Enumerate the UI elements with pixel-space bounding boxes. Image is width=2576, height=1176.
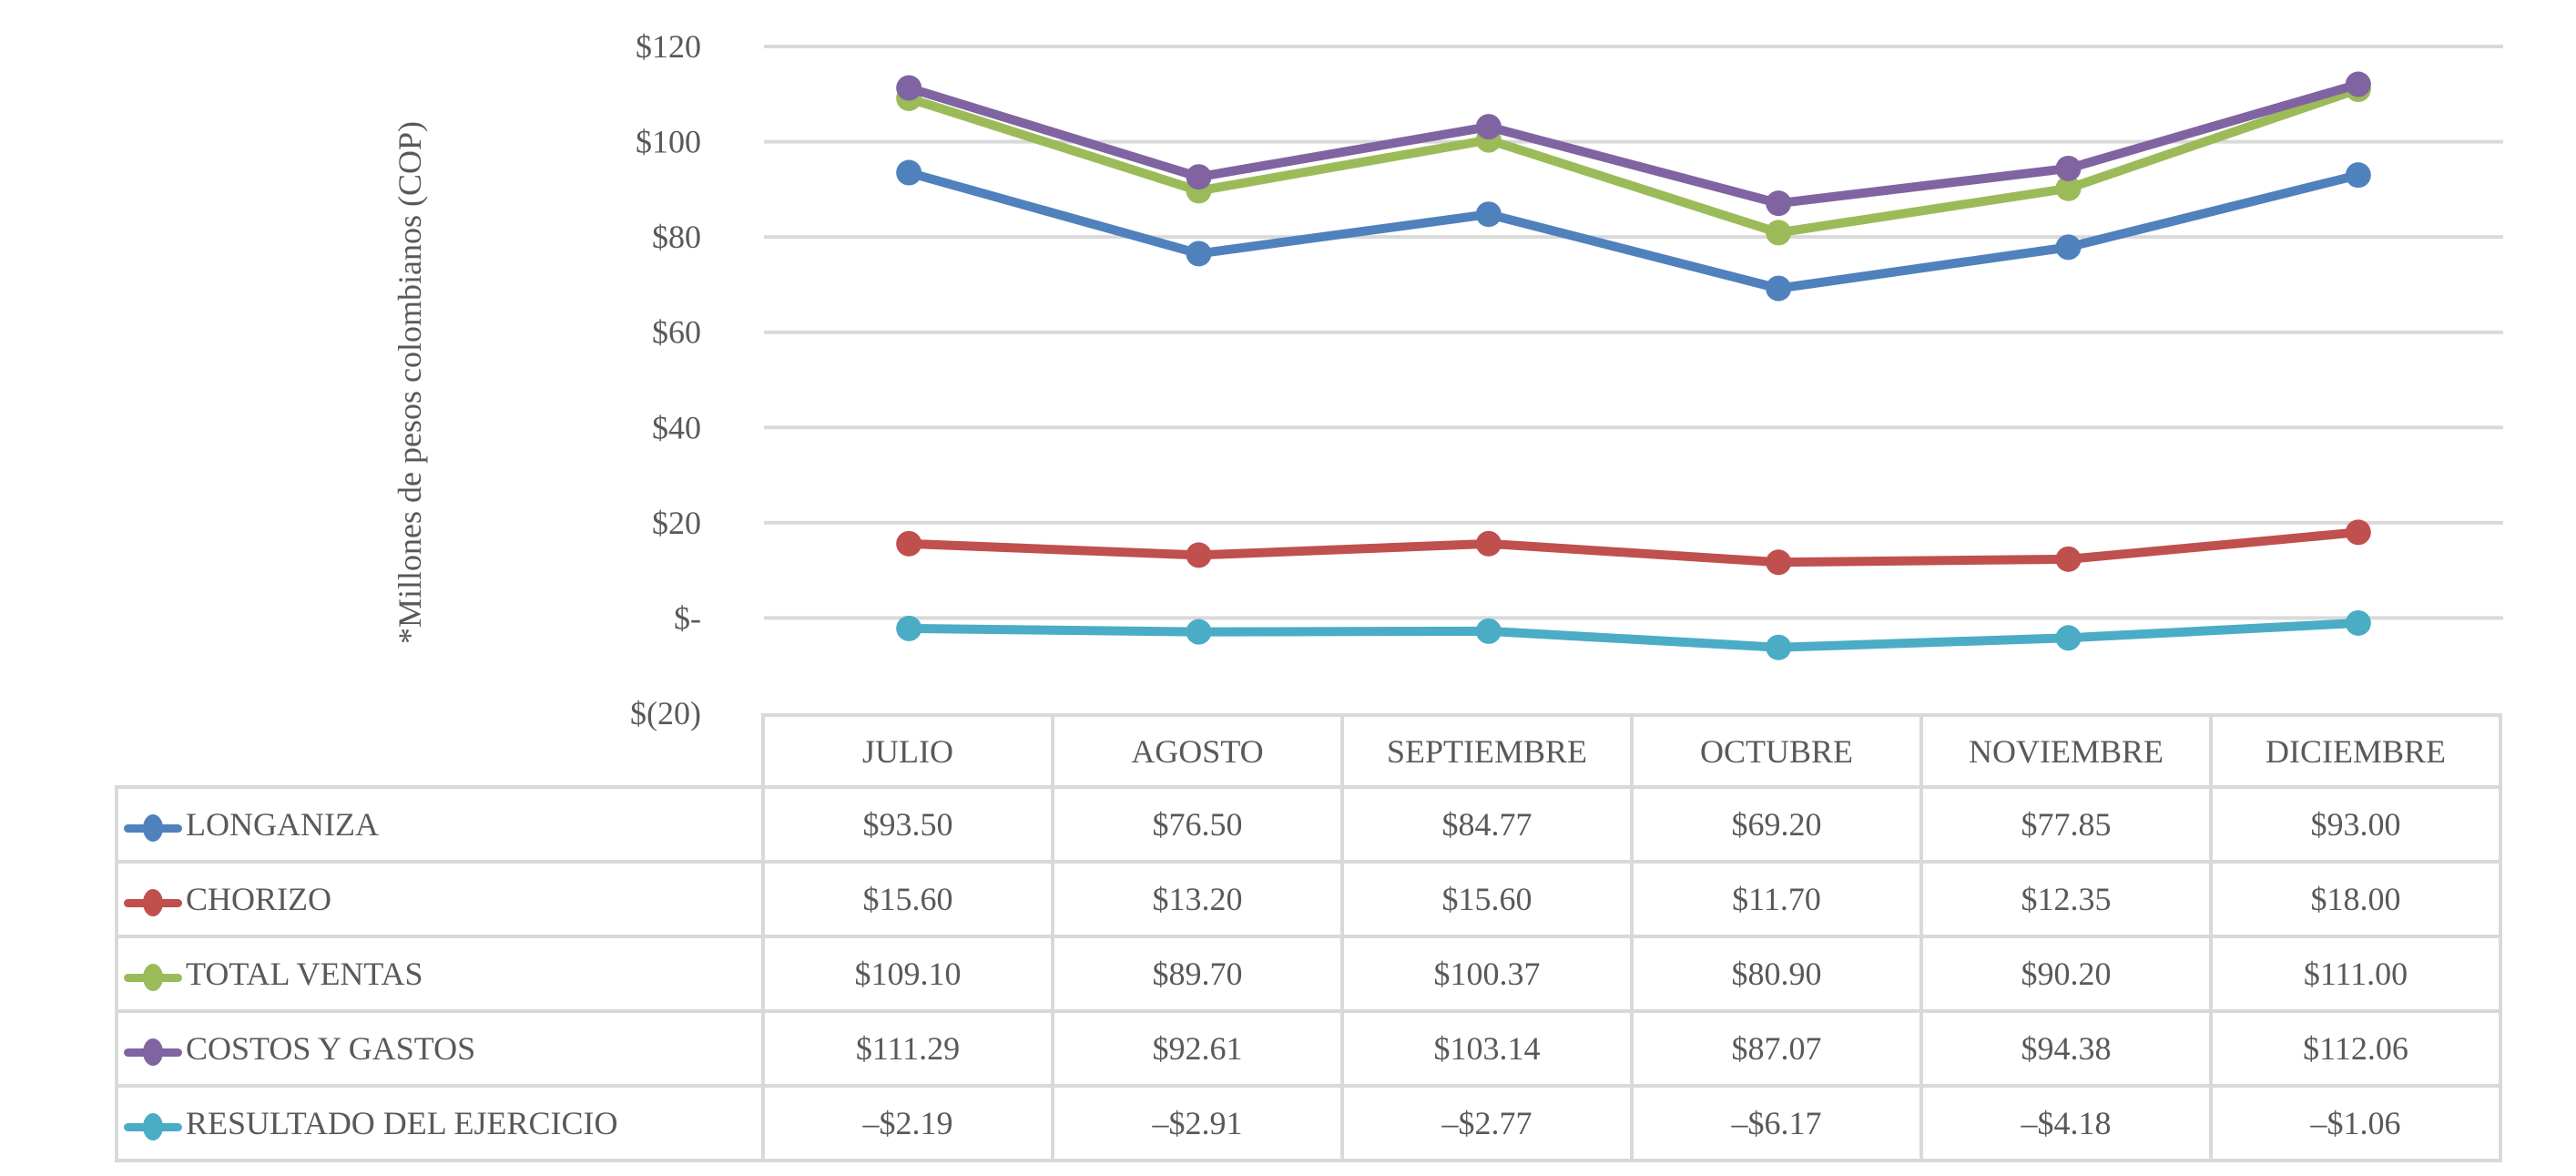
data-label: $109.10 [761,935,1054,1013]
legend-entry: RESULTADO DEL EJERCICIO [115,1084,765,1162]
category-label: AGOSTO [1051,713,1344,789]
data-point [1186,542,1212,568]
data-label: $12.35 [1919,860,2213,938]
category-label: DICIEMBRE [2209,713,2502,789]
series-name: CHORIZO [186,881,331,917]
table-row: TOTAL VENTAS $109.10 $89.70 $100.37 $80.90 $9… [115,935,2502,1013]
data-point [2345,519,2371,546]
data-label: $15.60 [761,860,1054,938]
category-label: OCTUBRE [1630,713,1923,789]
data-label: –$1.06 [2209,1084,2502,1162]
data-point [1475,530,1502,557]
data-label: $77.85 [1919,785,2213,864]
data-point [2345,162,2371,189]
data-point [2055,175,2082,201]
data-point [1766,190,1792,217]
series-name: LONGANIZA [186,806,379,843]
data-label: $111.29 [761,1009,1054,1088]
data-label: $84.77 [1340,785,1634,864]
data-label: $89.70 [1051,935,1344,1013]
series-line-costos-y-gastos [907,79,2360,209]
legend-entry: TOTAL VENTAS [115,935,765,1013]
series-line-chorizo [908,527,2359,568]
data-label: $100.37 [1340,935,1634,1013]
y-tick-label: $60 [652,314,701,351]
legend-entry: COSTOS Y GASTOS [115,1009,765,1088]
data-label: $92.61 [1051,1009,1344,1088]
y-tick-label: $20 [652,505,701,541]
y-tick-label: $80 [652,219,701,255]
series-name: COSTOS Y GASTOS [186,1030,476,1067]
y-tick-label: $120 [636,28,701,65]
legend-marker-icon [124,888,182,916]
data-label: $112.06 [2209,1009,2502,1088]
table-row: LONGANIZA $93.50 $76.50 $84.77 $69.20 $77.85 $… [115,785,2502,864]
data-point [2345,71,2371,97]
data-label: $69.20 [1630,785,1923,864]
series-line-resultado-del-ejercicio [909,618,2359,652]
data-label: $93.50 [761,785,1054,864]
data-label: $111.00 [2209,935,2502,1013]
legend-marker-icon [124,1038,182,1066]
data-label: $15.60 [1340,860,1634,938]
category-label: SEPTIEMBRE [1340,713,1634,789]
category-label: JULIO [761,713,1054,789]
data-label: $80.90 [1630,935,1923,1013]
data-point [2345,609,2371,636]
data-point [1766,634,1792,660]
data-label: $87.07 [1630,1009,1923,1088]
data-table: JULIO AGOSTO SEPTIEMBRE OCTUBRE NOVIEMBRE DIC… [115,713,2502,1162]
series-line-total-ventas [907,85,2360,238]
y-tick-label: $- [674,599,701,636]
series-line-longaniza [907,168,2360,293]
series-name: RESULTADO DEL EJERCICIO [186,1105,618,1141]
legend-marker-icon [124,963,182,991]
data-point [896,159,922,186]
data-point [2055,546,2082,572]
legend-entry: LONGANIZA [115,785,765,864]
blank-cell [117,715,763,789]
data-label: $11.70 [1630,860,1923,938]
data-label: $90.20 [1919,935,2213,1013]
series-name: TOTAL VENTAS [186,956,423,992]
data-label: $18.00 [2209,860,2502,938]
data-point [1475,201,1502,228]
category-label: NOVIEMBRE [1919,713,2213,789]
data-point [1186,619,1212,645]
y-axis-label: *Millones de pesos colombianos (COP) [392,121,428,644]
data-label: –$2.91 [1051,1084,1344,1162]
data-label: $93.00 [2209,785,2502,864]
table-header-row: JULIO AGOSTO SEPTIEMBRE OCTUBRE NOVIEMBRE DIC… [117,713,2502,789]
data-point [1475,618,1502,644]
data-label: $76.50 [1051,785,1344,864]
data-point [1186,164,1212,190]
data-point [896,615,922,641]
data-label: $103.14 [1340,1009,1634,1088]
data-point [1475,114,1502,140]
legend-marker-icon [124,1112,182,1140]
data-point [1766,275,1792,302]
data-point [2055,155,2082,181]
data-label: –$6.17 [1630,1084,1923,1162]
data-point [1766,220,1792,246]
data-label: –$2.19 [761,1084,1054,1162]
table-row: COSTOS Y GASTOS $111.29 $92.61 $103.14 $87.0… [115,1009,2502,1088]
y-tick-label: $100 [636,124,701,160]
data-point [1186,240,1212,267]
table-row: RESULTADO DEL EJERCICIO –$2.19 –$2.91 –$2.7… [115,1084,2502,1162]
data-point [1766,549,1792,576]
legend-entry: CHORIZO [115,860,765,938]
y-tick-label: $40 [652,409,701,445]
data-point [896,75,922,101]
data-label: $13.20 [1051,860,1344,938]
table-row: CHORIZO $15.60 $13.20 $15.60 $11.70 $12.35 $18… [115,860,2502,938]
data-point [2055,234,2082,261]
legend-marker-icon [124,813,182,842]
data-label: $94.38 [1919,1009,2213,1088]
data-point [2055,625,2082,651]
data-label: –$4.18 [1919,1084,2213,1162]
data-point [896,530,922,557]
data-label: –$2.77 [1340,1084,1634,1162]
